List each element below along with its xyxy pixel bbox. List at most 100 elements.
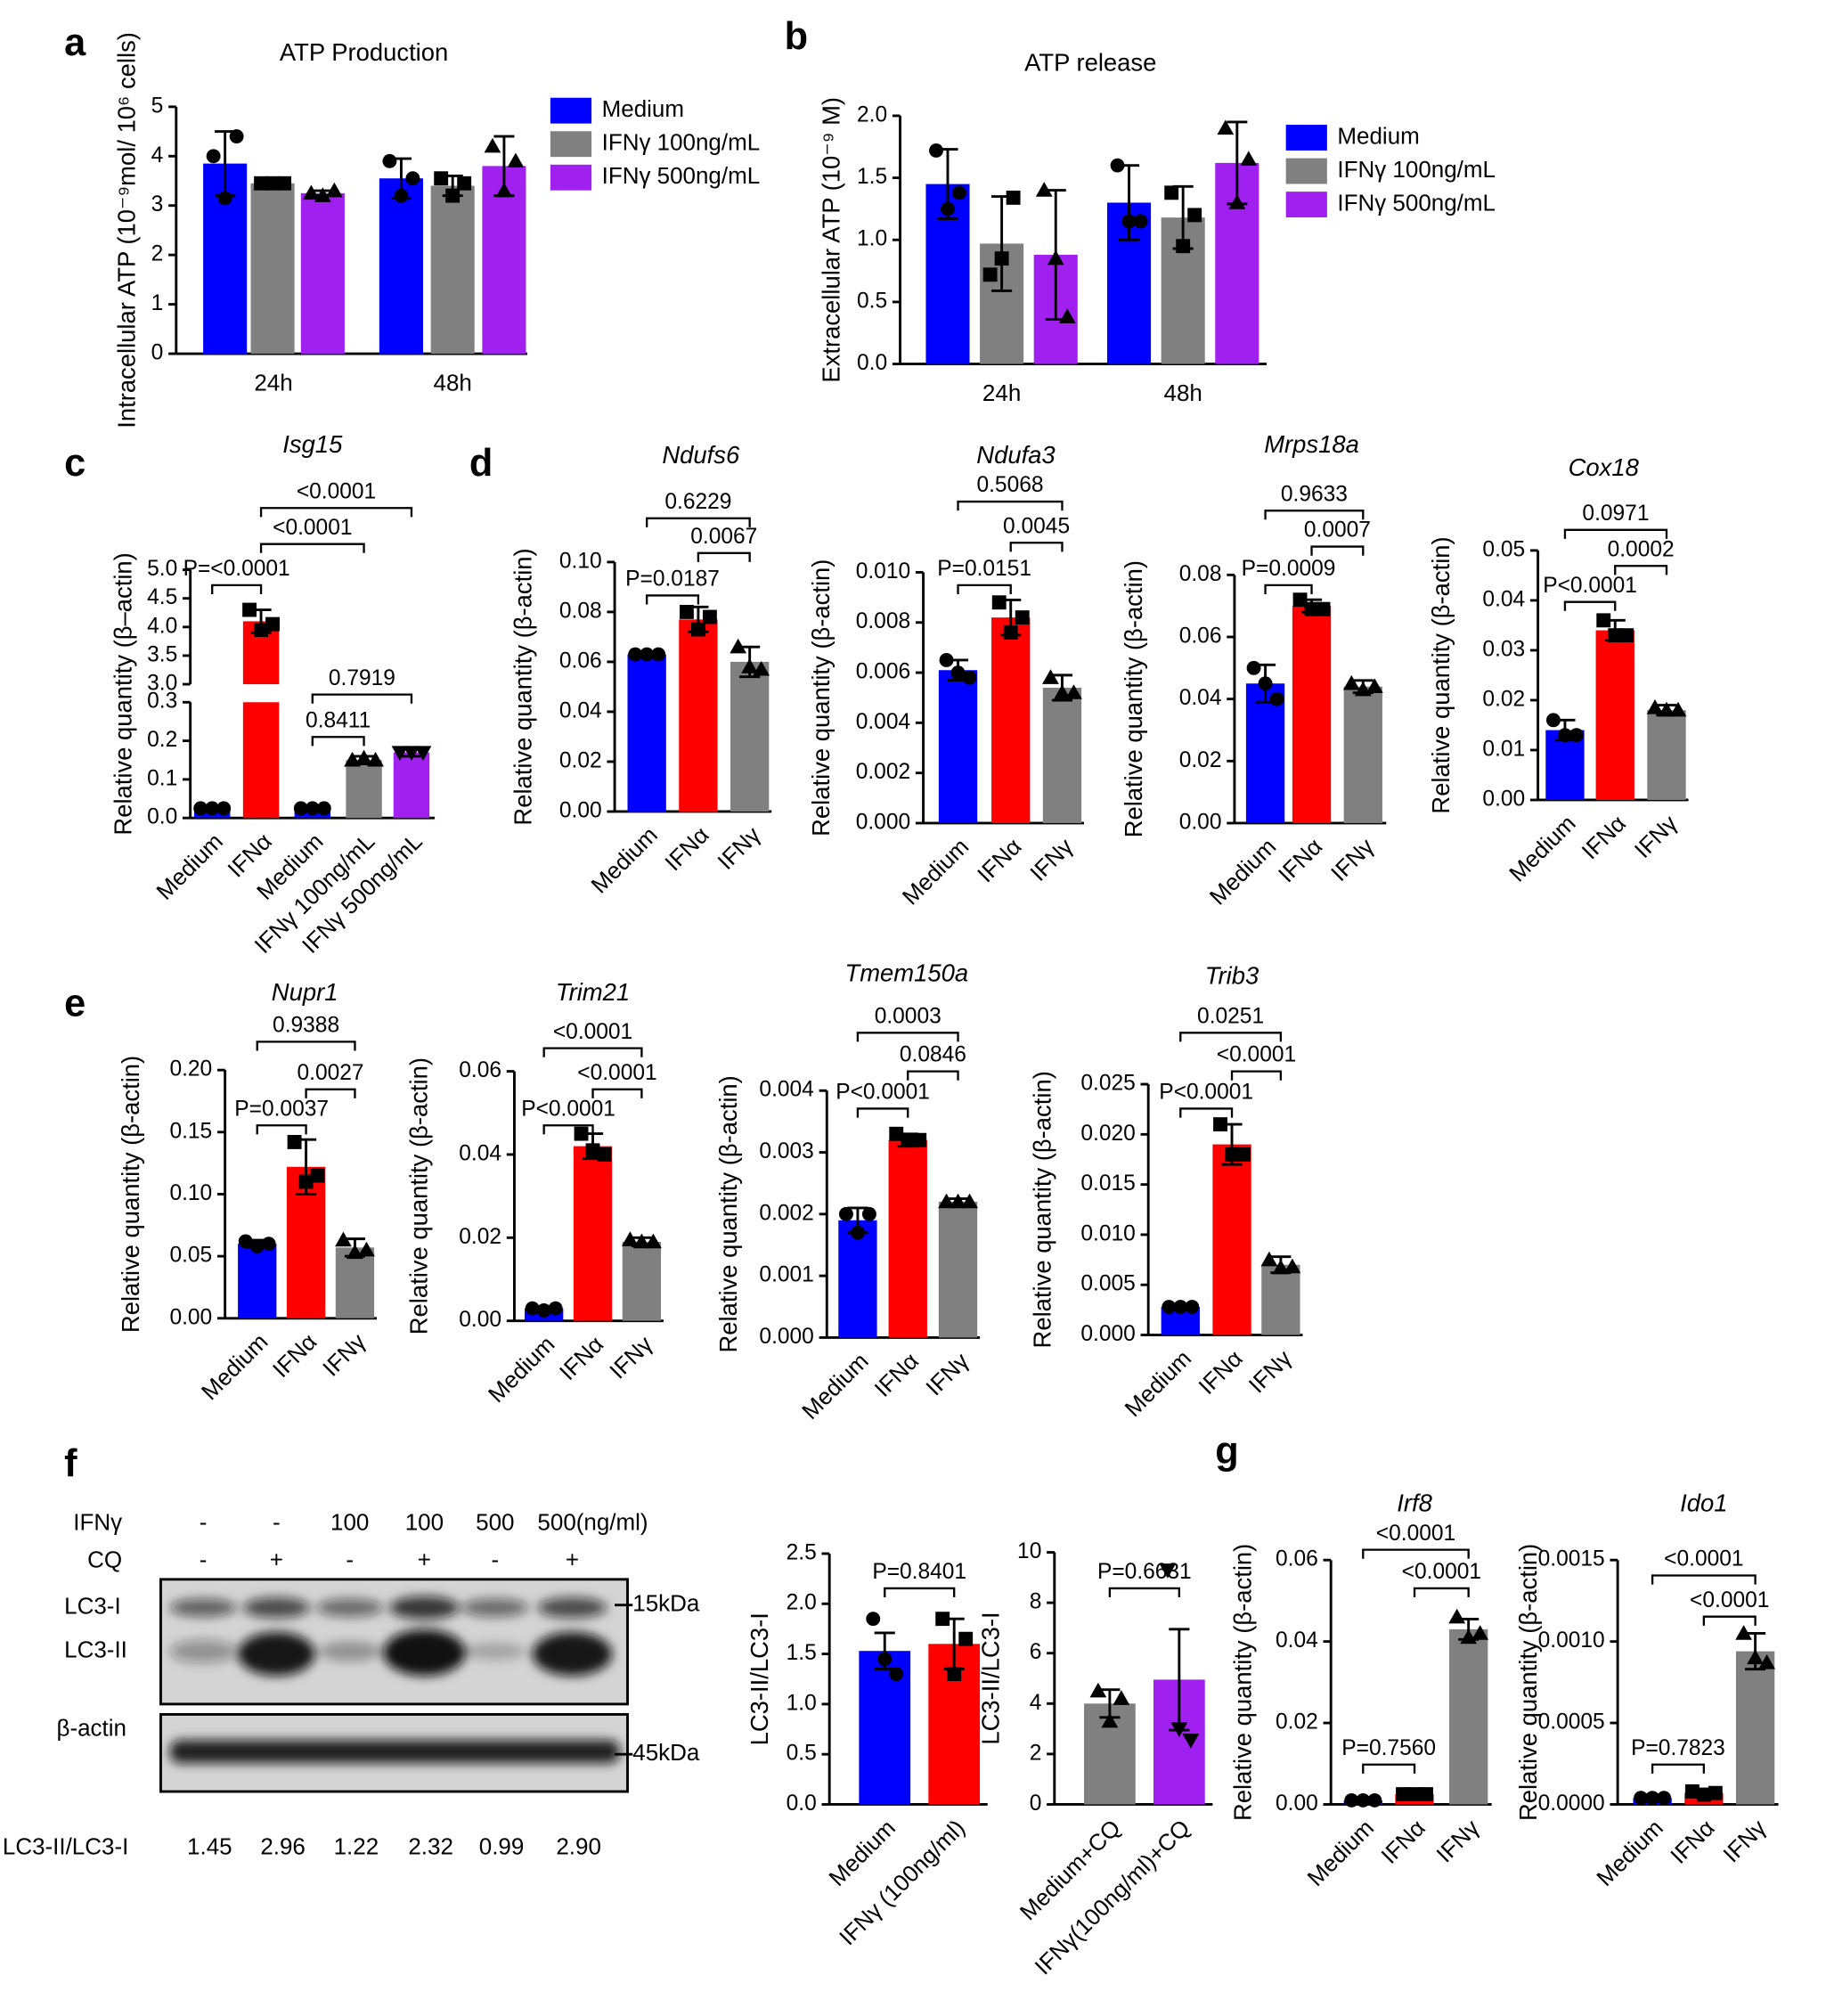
data-point bbox=[1187, 208, 1202, 223]
data-point bbox=[405, 171, 420, 186]
y-axis-label: Relative quantity (β-actin) bbox=[714, 1075, 742, 1352]
data-point bbox=[1669, 701, 1687, 717]
significance-bracket bbox=[907, 1070, 959, 1081]
data-point bbox=[952, 185, 966, 200]
data-point bbox=[1246, 660, 1261, 675]
p-value: <0.0001 bbox=[1402, 1560, 1481, 1584]
chart-title: ATP release bbox=[1024, 48, 1156, 76]
data-point bbox=[445, 188, 461, 203]
bar bbox=[393, 752, 430, 819]
panel-label: g bbox=[1215, 1430, 1238, 1473]
y-tick-label: 0.04 bbox=[559, 698, 602, 722]
y-tick-label: 1.0 bbox=[857, 227, 887, 251]
x-tick-label: IFNα bbox=[659, 821, 713, 876]
x-tick-label: Medium bbox=[796, 1347, 874, 1424]
data-point bbox=[991, 595, 1007, 610]
data-point bbox=[382, 153, 397, 168]
p-value: 0.0002 bbox=[1608, 537, 1675, 561]
y-tick-label: 0.010 bbox=[1080, 1221, 1135, 1245]
data-point bbox=[403, 746, 420, 761]
data-point bbox=[1228, 194, 1246, 209]
blot-lane-label: 500(ng/ml) bbox=[537, 1509, 648, 1536]
data-point bbox=[1170, 1722, 1188, 1737]
y-tick-label: 0.0005 bbox=[1538, 1710, 1605, 1734]
data-point bbox=[1608, 628, 1623, 643]
data-point bbox=[298, 1174, 314, 1189]
data-point bbox=[1684, 1783, 1700, 1799]
data-point bbox=[206, 149, 221, 164]
x-tick-label: IFNα bbox=[1577, 810, 1631, 864]
bar bbox=[250, 183, 295, 355]
data-point bbox=[358, 1241, 375, 1257]
data-point bbox=[1213, 1117, 1227, 1132]
data-point bbox=[1133, 214, 1148, 229]
legend-swatch bbox=[1285, 158, 1327, 184]
significance-bracket bbox=[856, 1107, 909, 1118]
x-tick-label: IFNγ bbox=[920, 1347, 974, 1400]
bar bbox=[730, 661, 770, 812]
p-value: 0.0045 bbox=[1003, 514, 1070, 538]
y-tick-label: 0.10 bbox=[169, 1181, 212, 1205]
data-point bbox=[1058, 308, 1076, 323]
blot-lane-label: + bbox=[566, 1546, 579, 1572]
y-tick-label: 0.02 bbox=[459, 1225, 501, 1249]
y-tick-label: 0.005 bbox=[1080, 1272, 1135, 1296]
significance-bracket bbox=[1702, 1615, 1757, 1626]
data-point bbox=[344, 751, 361, 767]
x-tick-label: IFNα bbox=[1665, 1814, 1719, 1868]
data-point bbox=[1708, 1785, 1723, 1800]
x-tick-label: IFNα bbox=[554, 1331, 608, 1385]
chart-title: Ido1 bbox=[1680, 1489, 1727, 1516]
y-tick-label: 2.5 bbox=[787, 1540, 817, 1564]
data-point bbox=[622, 1231, 639, 1246]
y-tick-label: 0.5 bbox=[787, 1742, 817, 1766]
y-tick-label: 0.000 bbox=[856, 810, 910, 834]
legend-swatch bbox=[1285, 192, 1327, 218]
y-tick-label: 2.0 bbox=[857, 102, 887, 127]
significance-bracket bbox=[1413, 1587, 1470, 1598]
p-value: P<0.0001 bbox=[836, 1081, 930, 1105]
data-point bbox=[1173, 1300, 1188, 1314]
x-tick-label: Medium bbox=[1591, 1814, 1668, 1891]
p-value: 0.5068 bbox=[976, 473, 1043, 497]
significance-bracket bbox=[1179, 1032, 1283, 1042]
y-tick-label: 0.08 bbox=[1179, 562, 1222, 586]
significance-bracket bbox=[311, 693, 413, 704]
y-tick-label: 0.00 bbox=[559, 798, 602, 822]
x-tick-label: IFNγ bbox=[1431, 1814, 1484, 1867]
data-point bbox=[1619, 628, 1634, 643]
y-tick-label: 1.5 bbox=[857, 165, 887, 189]
data-point bbox=[889, 1667, 904, 1682]
significance-bracket bbox=[1651, 1574, 1757, 1585]
p-value: P=0.0151 bbox=[937, 557, 1031, 581]
y-tick-label: 0.00 bbox=[459, 1308, 501, 1332]
blot-ratio: 2.96 bbox=[260, 1832, 306, 1859]
bar bbox=[627, 654, 666, 812]
data-point bbox=[1047, 249, 1064, 265]
blot-ratio: 1.22 bbox=[334, 1832, 379, 1859]
y-tick-label: 0.00 bbox=[169, 1305, 212, 1329]
data-point bbox=[217, 191, 232, 206]
x-tick-label: IFNγ bbox=[712, 821, 765, 875]
y-tick-label: 0.004 bbox=[759, 1078, 813, 1102]
p-value: P=0.7560 bbox=[1341, 1736, 1436, 1760]
y-axis-label: Extracellular ATP (10⁻⁹ M) bbox=[818, 97, 845, 383]
data-point bbox=[1657, 1791, 1672, 1806]
x-tick-label: Medium bbox=[585, 821, 663, 899]
data-point bbox=[1284, 1258, 1301, 1274]
y-tick-label: 0.04 bbox=[1179, 686, 1222, 710]
y-tick-label: 0.00 bbox=[1482, 787, 1525, 811]
significance-bracket bbox=[1563, 528, 1668, 539]
y-tick-label: 0.00 bbox=[1276, 1792, 1318, 1816]
legend-swatch bbox=[1285, 125, 1327, 151]
y-tick-label: 2.0 bbox=[787, 1591, 817, 1615]
p-value: <0.0001 bbox=[577, 1061, 656, 1085]
data-point bbox=[316, 801, 331, 816]
data-point bbox=[1003, 625, 1018, 640]
panel-label: a bbox=[64, 21, 86, 64]
data-point bbox=[1015, 610, 1030, 625]
x-tick-label: IFNα bbox=[1273, 833, 1327, 887]
x-tick-label: 48h bbox=[1164, 380, 1202, 406]
bar bbox=[335, 1247, 375, 1318]
y-tick-label: 3.0 bbox=[147, 672, 177, 696]
